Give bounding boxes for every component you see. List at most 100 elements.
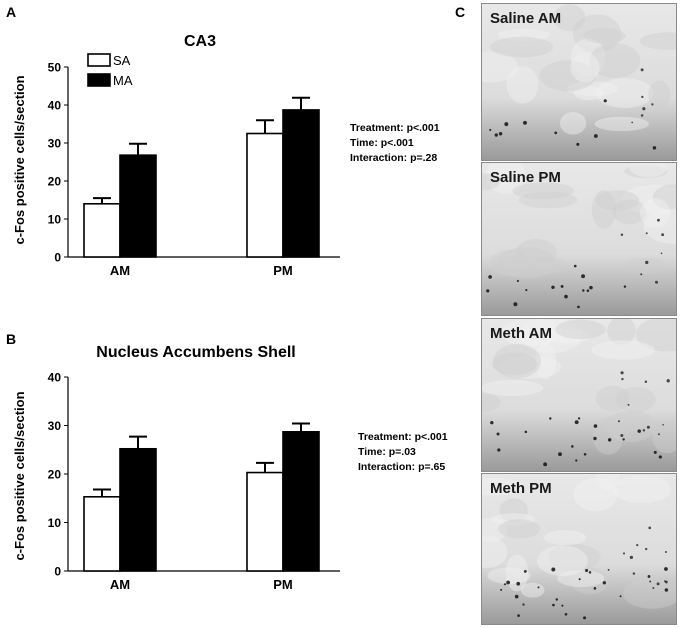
cfos-positive-cell	[488, 275, 492, 279]
cfos-positive-cell	[586, 289, 590, 292]
cfos-positive-cell	[607, 568, 610, 571]
cfos-positive-cell	[621, 377, 624, 381]
tissue-texture	[573, 478, 618, 512]
cfos-positive-cell	[583, 616, 587, 620]
tissue-texture	[652, 184, 676, 211]
tissue-texture	[547, 543, 601, 571]
tissue-texture	[515, 238, 557, 268]
cfos-positive-cell	[593, 436, 597, 441]
cfos-positive-cell	[558, 452, 562, 457]
panel-letter-c: C	[455, 4, 466, 20]
cfos-positive-cell	[503, 583, 507, 586]
tissue-texture	[612, 199, 647, 225]
tissue-texture	[498, 519, 541, 539]
tissue-texture	[594, 116, 650, 132]
y-tick-label: 0	[54, 565, 61, 579]
micrograph-image	[482, 319, 676, 471]
cfos-positive-cell	[554, 131, 558, 135]
cfos-positive-cell	[620, 433, 624, 437]
y-axis-label: c-Fos positive cells/section	[12, 75, 27, 244]
cfos-positive-cell	[658, 455, 662, 459]
x-tick-label: AM	[110, 263, 130, 278]
cfos-positive-cell	[649, 580, 652, 583]
tissue-texture	[487, 567, 531, 585]
tissue-texture	[624, 165, 668, 178]
cfos-positive-cell	[489, 128, 492, 131]
tissue-texture	[623, 578, 676, 609]
cfos-positive-cell	[648, 526, 652, 530]
tissue-texture	[573, 86, 604, 101]
cfos-positive-cell	[640, 273, 643, 276]
tissue-background	[482, 163, 676, 315]
bar	[119, 154, 157, 258]
cfos-positive-cell	[651, 103, 654, 106]
cfos-positive-cell	[631, 121, 634, 124]
cfos-positive-cell	[588, 571, 592, 574]
tissue-texture	[490, 249, 530, 277]
cfos-positive-cell	[645, 232, 648, 235]
y-tick-label: 30	[48, 419, 62, 433]
micrograph-meth-pm: Meth PM	[481, 473, 677, 625]
nac-stats: Treatment: p<.001 Time: p=.03 Interactio…	[358, 430, 448, 475]
cfos-positive-cell	[645, 260, 649, 265]
cfos-positive-cell	[653, 450, 657, 454]
cfos-positive-cell	[664, 550, 667, 553]
cfos-positive-cell	[620, 233, 624, 237]
cfos-positive-cell	[647, 575, 651, 578]
cfos-positive-cell	[664, 580, 667, 583]
chart-title: CA3	[184, 33, 216, 50]
tissue-texture	[498, 355, 562, 379]
tissue-texture	[643, 208, 676, 244]
tissue-texture	[518, 319, 583, 354]
cfos-positive-cell	[632, 572, 636, 575]
cfos-positive-cell	[574, 420, 579, 425]
tissue-texture	[506, 66, 539, 104]
tissue-texture	[570, 52, 600, 83]
tissue-texture	[589, 43, 641, 79]
tissue-texture	[596, 78, 654, 109]
cfos-positive-cell	[555, 598, 559, 601]
ca3-bar-chart: CA3 c-Fos positive cells/section 0 10 20 30…	[12, 33, 340, 278]
tissue-texture	[505, 554, 529, 592]
micrograph-saline-pm: Saline PM	[481, 162, 677, 316]
cfos-positive-cell	[637, 429, 641, 433]
tissue-texture	[520, 582, 545, 598]
tissue-texture	[482, 536, 508, 569]
tissue-texture	[482, 478, 525, 496]
cfos-positive-cell	[657, 433, 660, 436]
tissue-texture	[490, 36, 554, 58]
y-tick-label: 30	[48, 137, 62, 151]
tissue-texture	[591, 340, 655, 360]
tissue-texture	[482, 379, 544, 397]
tissue-texture	[612, 475, 672, 504]
cfos-positive-cell	[655, 280, 658, 284]
x-tick-label: PM	[273, 577, 293, 592]
tissue-texture	[624, 257, 668, 274]
cfos-positive-cell	[582, 289, 585, 292]
tissue-texture	[595, 190, 640, 211]
legend-swatch	[87, 73, 111, 87]
y-tick-label: 40	[48, 371, 62, 385]
cfos-positive-cell	[593, 587, 597, 590]
tissue-texture	[500, 319, 563, 347]
tissue-texture	[629, 163, 668, 178]
tissue-texture	[592, 417, 624, 455]
micrograph-saline-am: Saline AM	[481, 3, 677, 161]
tissue-texture	[530, 257, 569, 274]
stat-treatment: Treatment: p<.001	[358, 431, 448, 443]
tissue-texture	[605, 410, 656, 443]
cfos-positive-cell	[583, 452, 587, 456]
cfos-positive-cell	[564, 612, 568, 616]
tissue-texture	[652, 422, 676, 454]
tissue-texture	[559, 111, 587, 135]
cfos-positive-cell	[640, 114, 644, 117]
tissue-texture	[648, 80, 671, 110]
tissue-background	[482, 4, 676, 160]
cfos-positive-cell	[589, 285, 593, 290]
tissue-texture	[518, 191, 578, 209]
tissue-texture	[635, 319, 676, 352]
ca3-stats: Treatment: p<.001 Time: p<.001 Interacti…	[350, 121, 440, 166]
tissue-texture	[553, 4, 586, 32]
micrograph-label: Meth PM	[490, 480, 552, 497]
cfos-positive-cell	[498, 132, 503, 136]
